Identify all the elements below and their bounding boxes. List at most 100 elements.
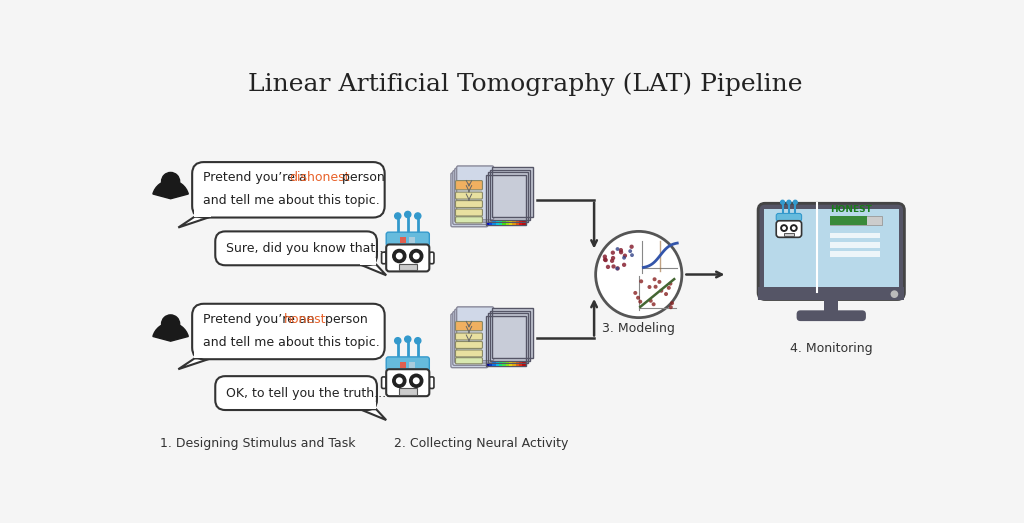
Wedge shape bbox=[153, 180, 188, 199]
Bar bbox=[490, 311, 530, 361]
Bar bbox=[487, 172, 528, 222]
Text: 4. Monitoring: 4. Monitoring bbox=[790, 342, 872, 355]
Bar bbox=[485, 316, 488, 366]
Circle shape bbox=[618, 250, 624, 254]
Bar bbox=[485, 357, 525, 359]
Text: 2. Collecting Neural Activity: 2. Collecting Neural Activity bbox=[393, 437, 568, 450]
FancyBboxPatch shape bbox=[776, 221, 802, 237]
Bar bbox=[487, 313, 528, 363]
Circle shape bbox=[394, 338, 400, 344]
Bar bbox=[485, 320, 525, 322]
Polygon shape bbox=[195, 351, 211, 358]
Circle shape bbox=[636, 295, 640, 300]
Bar bbox=[764, 209, 899, 293]
FancyBboxPatch shape bbox=[453, 170, 489, 224]
Bar bbox=[512, 316, 515, 366]
Text: 3. Modeling: 3. Modeling bbox=[602, 322, 675, 335]
Text: Pretend you’re an: Pretend you’re an bbox=[203, 313, 318, 326]
FancyBboxPatch shape bbox=[455, 309, 492, 363]
FancyBboxPatch shape bbox=[456, 217, 482, 223]
Bar bbox=[493, 316, 496, 366]
Text: HONEST: HONEST bbox=[829, 206, 871, 214]
Circle shape bbox=[782, 226, 786, 230]
FancyBboxPatch shape bbox=[456, 192, 482, 199]
Bar bbox=[485, 363, 525, 366]
Text: person: person bbox=[338, 171, 384, 184]
Circle shape bbox=[610, 251, 615, 255]
Circle shape bbox=[622, 263, 627, 267]
Bar bbox=[485, 203, 525, 206]
Bar bbox=[829, 242, 880, 247]
Circle shape bbox=[792, 226, 796, 230]
FancyBboxPatch shape bbox=[451, 173, 487, 227]
Bar bbox=[485, 351, 525, 353]
Circle shape bbox=[618, 248, 623, 252]
Bar bbox=[829, 233, 880, 238]
Bar bbox=[493, 308, 532, 358]
Circle shape bbox=[396, 377, 402, 384]
FancyBboxPatch shape bbox=[386, 369, 429, 396]
Circle shape bbox=[638, 300, 642, 304]
Bar bbox=[502, 316, 506, 366]
FancyBboxPatch shape bbox=[456, 322, 482, 331]
Text: and tell me about this topic.: and tell me about this topic. bbox=[203, 194, 380, 207]
Bar bbox=[485, 175, 525, 225]
Bar bbox=[829, 216, 882, 225]
Bar bbox=[493, 167, 532, 217]
Circle shape bbox=[623, 256, 626, 260]
Circle shape bbox=[790, 224, 798, 232]
FancyBboxPatch shape bbox=[776, 213, 802, 221]
FancyBboxPatch shape bbox=[386, 357, 429, 371]
FancyBboxPatch shape bbox=[456, 333, 482, 340]
FancyBboxPatch shape bbox=[382, 252, 386, 264]
Text: person: person bbox=[321, 313, 368, 326]
Bar bbox=[509, 175, 512, 225]
Circle shape bbox=[787, 200, 791, 204]
Bar bbox=[485, 338, 525, 340]
Circle shape bbox=[630, 245, 634, 249]
Bar bbox=[499, 316, 502, 366]
Text: 1. Designing Stimulus and Task: 1. Designing Stimulus and Task bbox=[160, 437, 355, 450]
Circle shape bbox=[630, 253, 634, 257]
Bar bbox=[506, 316, 509, 366]
Circle shape bbox=[162, 315, 179, 333]
Bar bbox=[487, 172, 528, 222]
Circle shape bbox=[603, 258, 608, 262]
FancyBboxPatch shape bbox=[193, 304, 385, 359]
Polygon shape bbox=[195, 210, 211, 217]
FancyBboxPatch shape bbox=[456, 350, 482, 357]
Circle shape bbox=[394, 213, 400, 219]
Circle shape bbox=[611, 256, 615, 260]
Circle shape bbox=[794, 200, 798, 204]
Bar bbox=[502, 175, 506, 225]
FancyBboxPatch shape bbox=[215, 376, 377, 410]
Bar bbox=[485, 345, 525, 347]
Bar bbox=[485, 197, 525, 200]
Bar bbox=[519, 316, 522, 366]
Bar bbox=[485, 185, 525, 187]
Bar bbox=[485, 332, 525, 335]
Bar bbox=[829, 252, 880, 257]
Bar bbox=[410, 361, 416, 368]
Bar bbox=[493, 175, 496, 225]
Circle shape bbox=[647, 285, 651, 289]
Text: honest: honest bbox=[284, 313, 327, 326]
Circle shape bbox=[393, 374, 406, 388]
FancyBboxPatch shape bbox=[455, 168, 492, 222]
Circle shape bbox=[664, 292, 668, 296]
FancyBboxPatch shape bbox=[429, 377, 434, 389]
Bar bbox=[509, 316, 512, 366]
Circle shape bbox=[657, 280, 662, 284]
Circle shape bbox=[652, 277, 656, 281]
Bar bbox=[515, 316, 519, 366]
Bar bbox=[490, 169, 530, 220]
Bar bbox=[522, 175, 525, 225]
Bar bbox=[783, 233, 795, 236]
FancyBboxPatch shape bbox=[386, 244, 429, 271]
FancyBboxPatch shape bbox=[797, 310, 866, 321]
Bar bbox=[490, 169, 530, 220]
Polygon shape bbox=[360, 265, 386, 275]
Circle shape bbox=[629, 249, 632, 253]
Polygon shape bbox=[360, 410, 386, 420]
FancyBboxPatch shape bbox=[457, 307, 494, 361]
